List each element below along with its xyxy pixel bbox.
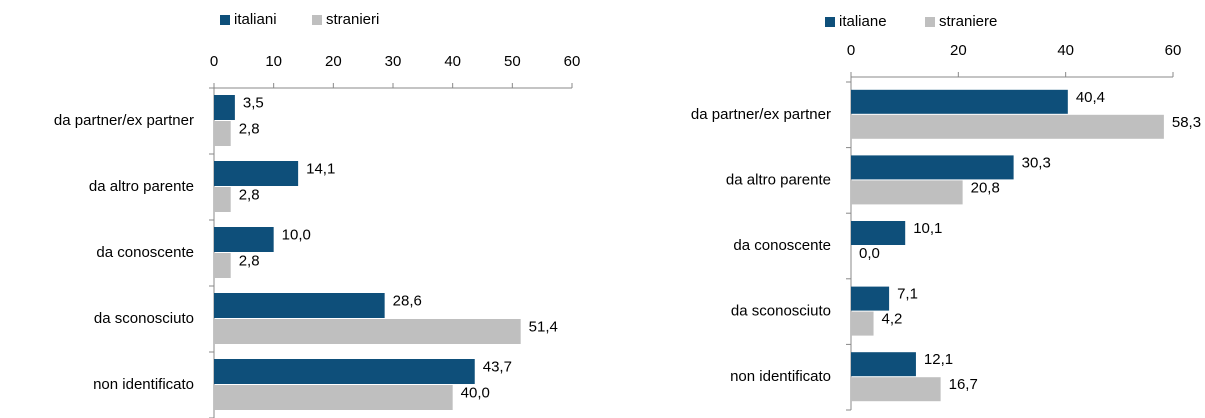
value-label: 40,4 <box>1076 89 1105 106</box>
bar <box>214 253 231 278</box>
value-label: 51,4 <box>529 318 558 335</box>
legend-swatch <box>220 15 230 25</box>
bar <box>851 286 890 311</box>
bar <box>214 161 299 186</box>
y-tick-label: da conoscente <box>733 237 831 254</box>
value-label: 16,7 <box>949 376 978 393</box>
y-tick-label: da sconosciuto <box>94 310 194 327</box>
bar <box>214 359 475 384</box>
y-tick-label: da altro parente <box>89 178 194 195</box>
bar <box>214 95 235 120</box>
value-label: 10,0 <box>282 226 311 243</box>
bar <box>851 352 916 377</box>
y-tick-label: non identificato <box>730 368 831 385</box>
x-tick-label: 40 <box>1057 42 1074 59</box>
value-label: 20,8 <box>971 179 1000 196</box>
x-tick-label: 50 <box>504 53 521 70</box>
bar <box>214 319 521 344</box>
value-label: 2,8 <box>239 120 260 137</box>
y-tick-label: da conoscente <box>96 244 194 261</box>
bar <box>851 311 874 336</box>
bar <box>214 293 385 318</box>
x-tick-label: 0 <box>847 42 855 59</box>
bar <box>851 89 1068 114</box>
bar <box>851 180 963 205</box>
value-label: 43,7 <box>483 358 512 375</box>
bar <box>214 227 274 252</box>
legend-swatch <box>825 17 835 27</box>
value-label: 28,6 <box>393 292 422 309</box>
x-tick-label: 60 <box>1165 42 1182 59</box>
value-label: 14,1 <box>306 160 335 177</box>
y-tick-label: da partner/ex partner <box>691 106 831 123</box>
y-tick-label: non identificato <box>93 376 194 393</box>
legend-label: italiane <box>839 13 887 30</box>
x-tick-label: 10 <box>265 53 282 70</box>
y-tick-label: da partner/ex partner <box>54 112 194 129</box>
value-label: 58,3 <box>1172 114 1201 131</box>
value-label: 10,1 <box>913 220 942 237</box>
legend-label: italiani <box>234 11 277 28</box>
value-label: 0,0 <box>859 245 880 262</box>
bar <box>851 114 1164 139</box>
bar <box>214 385 453 410</box>
legend-label: stranieri <box>326 11 379 28</box>
legend-swatch <box>312 15 322 25</box>
bar <box>214 187 231 212</box>
x-tick-label: 60 <box>564 53 581 70</box>
value-label: 7,1 <box>897 286 918 303</box>
value-label: 2,8 <box>239 252 260 269</box>
bar <box>851 377 941 402</box>
value-label: 2,8 <box>239 186 260 203</box>
x-tick-label: 20 <box>325 53 342 70</box>
y-tick-label: da altro parente <box>726 171 831 188</box>
x-tick-label: 40 <box>444 53 461 70</box>
x-tick-label: 30 <box>385 53 402 70</box>
value-label: 40,0 <box>461 384 490 401</box>
value-label: 12,1 <box>924 351 953 368</box>
x-tick-label: 0 <box>210 53 218 70</box>
y-tick-label: da sconosciuto <box>731 303 831 320</box>
x-tick-label: 20 <box>950 42 967 59</box>
value-label: 3,5 <box>243 94 264 111</box>
bar <box>214 121 231 146</box>
value-label: 30,3 <box>1022 154 1051 171</box>
value-label: 4,2 <box>882 311 903 328</box>
bar <box>851 155 1014 180</box>
bar <box>851 221 906 245</box>
legend-label: straniere <box>939 13 997 30</box>
legend-swatch <box>925 17 935 27</box>
